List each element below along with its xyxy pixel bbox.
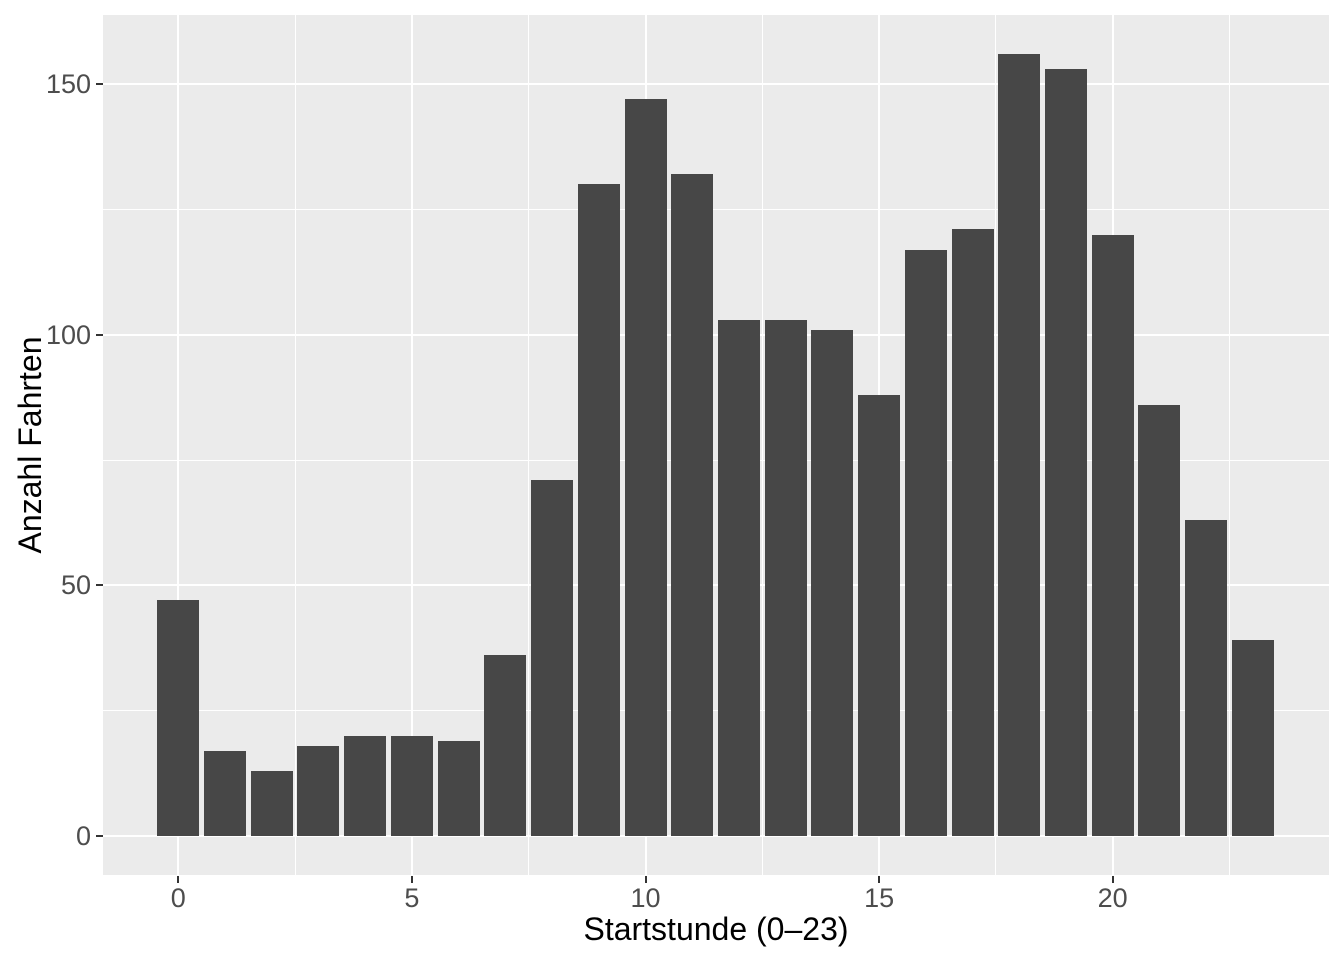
x-minor-gridline (294, 15, 296, 875)
y-major-gridline (103, 83, 1329, 86)
histogram-bar (904, 249, 947, 836)
histogram-bar (297, 745, 340, 836)
x-tick-label: 20 (1097, 883, 1128, 913)
y-minor-gridline (103, 208, 1329, 210)
y-tick-label: 150 (45, 69, 91, 100)
histogram-bar (624, 99, 667, 836)
y-tick-label: 0 (75, 820, 91, 851)
plot-panel (103, 15, 1329, 875)
histogram-bar (717, 319, 760, 836)
histogram-bar (951, 229, 994, 836)
histogram-bar (484, 655, 527, 836)
x-tick-label: 5 (404, 883, 420, 913)
histogram-bar (764, 319, 807, 836)
histogram-bar (858, 394, 901, 836)
y-major-gridline (103, 584, 1329, 587)
histogram-bar (1091, 234, 1134, 836)
histogram-bar (344, 735, 387, 836)
x-major-gridline (177, 15, 180, 875)
histogram-bar (811, 329, 854, 836)
x-minor-gridline (1229, 15, 1230, 875)
histogram-bar (577, 184, 620, 836)
x-minor-gridline (995, 15, 997, 875)
x-tick-mark (644, 876, 647, 883)
histogram-bar (437, 740, 480, 836)
y-major-gridline (103, 333, 1329, 336)
x-tick-mark (878, 876, 881, 883)
y-minor-gridline (103, 710, 1329, 712)
histogram-bar (1185, 520, 1228, 836)
x-axis-title: Startstunde (0–23) (583, 911, 849, 947)
x-minor-gridline (761, 15, 763, 875)
y-tick-mark (96, 83, 103, 86)
x-tick-label: 0 (170, 883, 186, 913)
y-tick-mark (96, 584, 103, 587)
histogram-bar (998, 54, 1041, 836)
y-tick-label: 50 (60, 570, 91, 601)
histogram-bar (390, 735, 433, 836)
histogram-bar (531, 480, 574, 836)
y-axis-title: Anzahl Fahrten (12, 336, 48, 554)
x-tick-mark (410, 876, 413, 883)
histogram-bar (250, 770, 293, 836)
histogram-bar (204, 750, 247, 836)
x-major-gridline (410, 15, 413, 875)
histogram-bar (1231, 640, 1274, 836)
x-tick-label: 15 (864, 883, 895, 913)
y-tick-label: 100 (45, 319, 91, 350)
y-tick-mark (96, 834, 103, 837)
x-tick-mark (177, 876, 180, 883)
y-major-gridline (103, 834, 1329, 837)
x-minor-gridline (528, 15, 530, 875)
x-tick-mark (1111, 876, 1114, 883)
histogram-bar (1044, 69, 1087, 836)
histogram-bar (1138, 404, 1181, 836)
histogram-bar (671, 174, 714, 836)
histogram-bar (157, 600, 200, 836)
x-tick-label: 10 (630, 883, 661, 913)
y-tick-mark (96, 333, 103, 336)
y-minor-gridline (103, 459, 1329, 461)
